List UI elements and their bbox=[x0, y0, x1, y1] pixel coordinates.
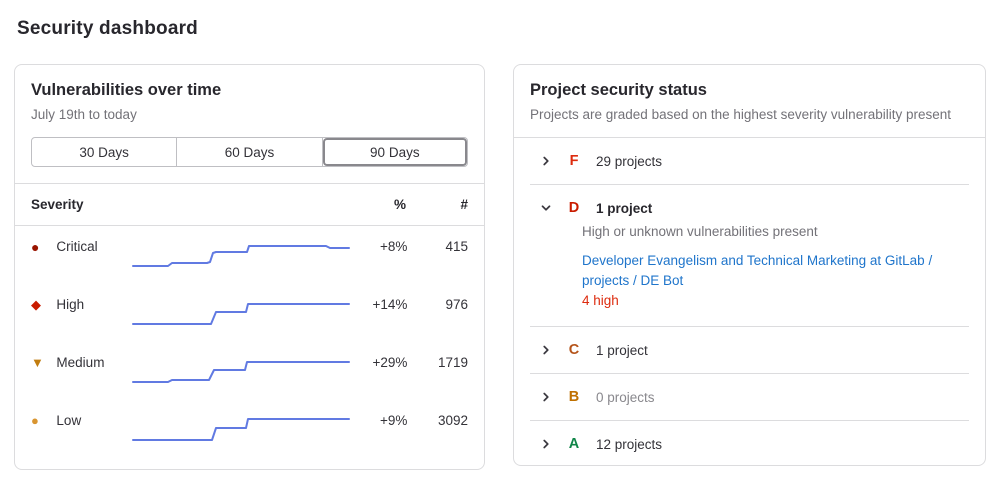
severity-label: Low bbox=[56, 413, 82, 428]
vulnerability-count-value: 3092 bbox=[437, 413, 468, 428]
grade-f-row[interactable]: F 29 projects bbox=[530, 138, 969, 184]
high-severity-icon: ◆ bbox=[31, 297, 41, 312]
grade-d-row[interactable]: D 1 project bbox=[530, 185, 969, 224]
vulnerability-count-value: 1719 bbox=[437, 355, 468, 370]
vulnerability-summary: 4 high bbox=[582, 293, 619, 309]
grade-b-project-count: 0 projects bbox=[596, 389, 655, 405]
vulnerability-count-value: 415 bbox=[445, 239, 468, 254]
security-dashboard-page: Security dashboard Vulnerabilities over … bbox=[14, 18, 986, 470]
grade-letter-b: B bbox=[568, 389, 580, 406]
percent-change-value: +14% bbox=[372, 297, 408, 312]
vulnerability-count-value: 976 bbox=[445, 297, 468, 312]
high-trend-sparkline bbox=[131, 295, 351, 331]
project-link[interactable]: Developer Evangelism and Technical Marke… bbox=[582, 253, 933, 288]
status-panel-subtitle: Projects are graded based on the highest… bbox=[530, 107, 951, 122]
critical-severity-icon: ● bbox=[31, 239, 40, 255]
severity-column-header: Severity bbox=[31, 197, 84, 212]
chevron-right-icon bbox=[538, 342, 554, 358]
grade-b-row[interactable]: B 0 projects bbox=[530, 374, 969, 420]
grade-section-a: A 12 projects bbox=[530, 421, 969, 465]
grade-d-description: High or unknown vulnerabilities present bbox=[582, 224, 818, 239]
project-security-status-panel: Project security status Projects are gra… bbox=[513, 64, 986, 466]
range-30-days-button[interactable]: 30 Days bbox=[32, 138, 178, 166]
table-row-low: ● Low +9% 3092 bbox=[15, 400, 484, 458]
grade-letter-a: A bbox=[568, 436, 580, 453]
day-range-button-group: 30 Days 60 Days 90 Days bbox=[31, 137, 468, 167]
medium-trend-sparkline bbox=[131, 353, 351, 389]
grade-a-row[interactable]: A 12 projects bbox=[530, 421, 969, 465]
grade-letter-c: C bbox=[568, 342, 580, 359]
grade-section-d: D 1 project High or unknown vulnerabilit… bbox=[530, 185, 969, 328]
table-row-high: ◆ High +14% 976 bbox=[15, 284, 484, 342]
medium-severity-icon: ▼ bbox=[31, 355, 44, 370]
percent-change-value: +9% bbox=[379, 413, 408, 428]
percent-column-header: % bbox=[393, 197, 406, 212]
vuln-panel-title: Vulnerabilities over time bbox=[31, 81, 222, 99]
table-row-critical: ● Critical +8% 415 bbox=[15, 226, 484, 284]
range-90-days-button[interactable]: 90 Days bbox=[322, 138, 467, 166]
grade-d-details: High or unknown vulnerabilities present … bbox=[530, 224, 969, 326]
vulnerabilities-over-time-panel: Vulnerabilities over time July 19th to t… bbox=[14, 64, 485, 470]
percent-change-value: +29% bbox=[372, 355, 408, 370]
low-severity-icon: ● bbox=[31, 413, 39, 428]
range-60-days-button[interactable]: 60 Days bbox=[177, 138, 323, 166]
grade-section-c: C 1 project bbox=[530, 327, 969, 375]
grade-d-project-count: 1 project bbox=[596, 200, 653, 216]
percent-change-value: +8% bbox=[379, 239, 408, 254]
severity-table-header: Severity % # bbox=[15, 184, 484, 225]
chevron-right-icon bbox=[538, 436, 554, 452]
grade-section-f: F 29 projects bbox=[530, 138, 969, 185]
vuln-date-range-text: July 19th to today bbox=[31, 107, 137, 122]
grade-a-project-count: 12 projects bbox=[596, 436, 663, 452]
severity-label: Medium bbox=[56, 355, 105, 370]
severity-label: High bbox=[56, 297, 85, 312]
count-column-header: # bbox=[460, 197, 468, 212]
divider bbox=[15, 225, 484, 226]
grade-section-b: B 0 projects bbox=[530, 374, 969, 422]
divider bbox=[15, 183, 484, 184]
severity-label: Critical bbox=[56, 239, 98, 254]
divider bbox=[514, 137, 985, 138]
chevron-down-icon bbox=[538, 200, 554, 216]
grade-c-project-count: 1 project bbox=[596, 342, 648, 358]
chevron-right-icon bbox=[538, 153, 554, 169]
grade-c-row[interactable]: C 1 project bbox=[530, 327, 969, 373]
grade-letter-d: D bbox=[568, 200, 580, 216]
grade-f-project-count: 29 projects bbox=[596, 153, 663, 169]
table-row-medium: ▼ Medium +29% 1719 bbox=[15, 342, 484, 400]
low-trend-sparkline bbox=[131, 411, 351, 447]
chevron-right-icon bbox=[538, 389, 554, 405]
grade-letter-f: F bbox=[569, 153, 579, 169]
page-title: Security dashboard bbox=[17, 18, 198, 39]
critical-trend-sparkline bbox=[131, 237, 351, 273]
status-panel-title: Project security status bbox=[530, 81, 707, 99]
